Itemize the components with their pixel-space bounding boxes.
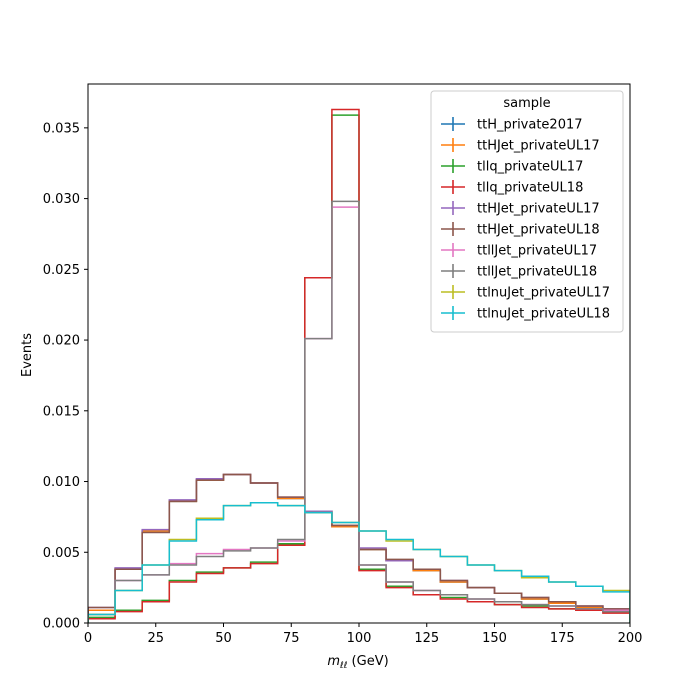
y-tick-label-4: 0.020 xyxy=(43,334,80,349)
x-axis-label-unit: (GeV) xyxy=(347,654,388,669)
y-tick-label-3: 0.015 xyxy=(43,404,80,419)
x-tick-label-2: 50 xyxy=(215,631,232,646)
legend-label-0: ttH_private2017 xyxy=(477,118,583,133)
y-axis-label: Events xyxy=(20,333,35,377)
legend-label-1: ttHJet_privateUL17 xyxy=(477,139,600,154)
x-tick-label-4: 100 xyxy=(347,631,372,646)
x-tick-label-6: 150 xyxy=(482,631,507,646)
y-tick-label-5: 0.025 xyxy=(43,263,80,278)
legend-title: sample xyxy=(503,96,550,111)
legend-label-9: ttlnuJet_privateUL18 xyxy=(477,307,610,322)
legend-label-8: ttlnuJet_privateUL17 xyxy=(477,286,610,301)
x-axis-label-main: m xyxy=(327,654,340,669)
legend-label-4: ttHJet_privateUL17 xyxy=(477,202,600,217)
x-tick-label-3: 75 xyxy=(283,631,300,646)
y-tick-label-0: 0.000 xyxy=(43,617,80,632)
plot-area xyxy=(88,108,630,623)
x-tick-label-0: 0 xyxy=(84,631,92,646)
series-group xyxy=(88,108,630,623)
legend-label-5: ttHJet_privateUL18 xyxy=(477,223,600,238)
x-tick-label-8: 200 xyxy=(618,631,643,646)
x-axis-label: mℓℓ (GeV) xyxy=(327,654,388,671)
legend-label-6: ttllJet_privateUL17 xyxy=(477,244,597,259)
legend: samplettH_private2017ttHJet_privateUL17t… xyxy=(430,90,624,333)
x-tick-label-1: 25 xyxy=(147,631,164,646)
legend-label-7: ttllJet_privateUL18 xyxy=(477,265,597,280)
legend-label-2: tllq_privateUL17 xyxy=(477,160,583,175)
y-tick-label-1: 0.005 xyxy=(43,546,80,561)
x-axis-label-subscript: ℓℓ xyxy=(339,661,347,671)
x-tick-label-7: 175 xyxy=(550,631,575,646)
x-tick-label-5: 125 xyxy=(414,631,439,646)
y-tick-label-2: 0.010 xyxy=(43,475,80,490)
y-tick-label-6: 0.030 xyxy=(43,192,80,207)
series-line-9 xyxy=(88,502,630,623)
axes: 0 25 50 75 100 125 150 175 200 0.000 0.005 0.010 0.0… xyxy=(43,83,643,646)
legend-box xyxy=(430,90,624,333)
y-tick-label-7: 0.035 xyxy=(43,121,80,136)
series-line-7 xyxy=(88,200,630,623)
legend-label-3: tllq_privateUL18 xyxy=(477,181,583,196)
